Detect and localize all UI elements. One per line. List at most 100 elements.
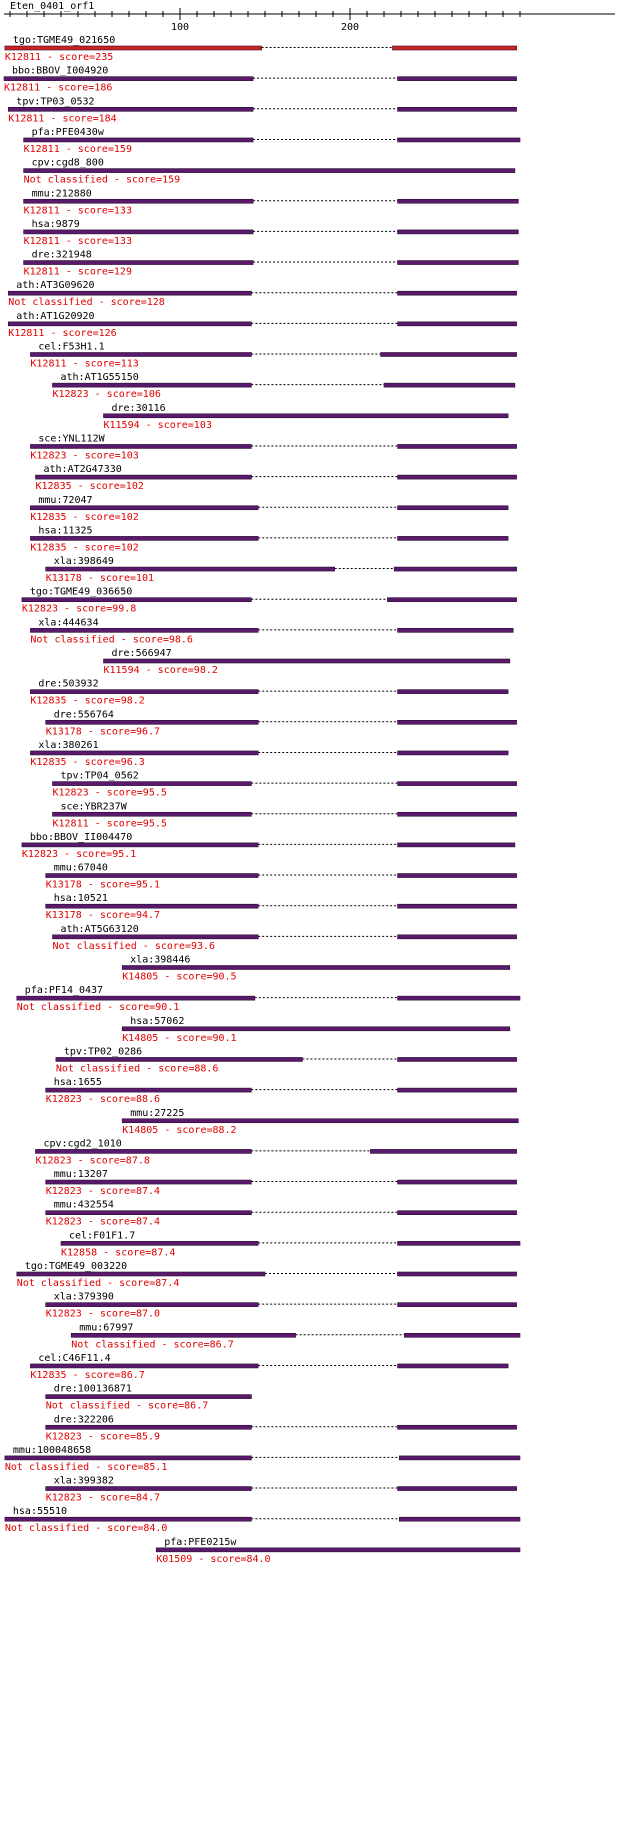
alignment-segment[interactable] [397, 873, 517, 878]
alignment-segment[interactable] [404, 1333, 521, 1338]
hit-row[interactable]: pfa:PFE0215w K01509 - score=84.0 [155, 1537, 521, 1565]
alignment-segment[interactable] [387, 597, 517, 603]
alignment-segment[interactable] [70, 1333, 296, 1338]
hit-row[interactable]: ath:AT5G63120 Not classified - score=93.6 [52, 924, 517, 952]
hit-row[interactable]: tpv:TP04_0562 K12823 - score=95.5 [52, 771, 517, 799]
hit-name[interactable]: hsa:9879 [32, 219, 80, 230]
hit-name[interactable]: cel:F53H1.1 [38, 342, 104, 353]
hit-row[interactable]: xla:398446 K14805 - score=90.5 [121, 955, 511, 983]
hit-row[interactable]: mmu:212880 K12811 - score=133 [23, 188, 519, 216]
hit-row[interactable]: xla:398649 K13178 - score=101 [45, 556, 517, 584]
hit-name[interactable]: tgo:TGME49_036650 [30, 587, 132, 598]
hit-name[interactable]: ath:AT2G47330 [44, 464, 122, 475]
hit-name[interactable]: bbo:BBOV_I004920 [12, 66, 108, 77]
alignment-segment[interactable] [397, 474, 517, 480]
hit-name[interactable]: mmu:432554 [54, 1200, 114, 1211]
hit-name[interactable]: ath:AT3G09620 [16, 280, 94, 291]
alignment-segment[interactable] [121, 1026, 511, 1032]
hit-name[interactable]: hsa:10521 [54, 893, 108, 904]
alignment-segment[interactable] [3, 76, 254, 81]
hit-row[interactable]: mmu:27225 K14805 - score=88.2 [121, 1108, 519, 1136]
hit-row[interactable]: xla:444634 Not classified - score=98.6 [30, 617, 514, 645]
alignment-segment[interactable] [45, 1486, 252, 1491]
alignment-segment[interactable] [45, 1394, 252, 1399]
hit-row[interactable]: cpv:cgd2_1010 K12823 - score=87.8 [35, 1138, 517, 1166]
alignment-segment[interactable] [52, 811, 252, 817]
hit-row[interactable]: xla:379390 K12823 - score=87.0 [45, 1292, 517, 1320]
hit-row[interactable]: cel:F53H1.1 K12811 - score=113 [30, 342, 517, 370]
hit-name[interactable]: dre:321948 [32, 250, 92, 261]
alignment-segment[interactable] [45, 1302, 259, 1307]
hit-name[interactable]: dre:322206 [54, 1414, 114, 1425]
hit-name[interactable]: tgo:TGME49_021650 [13, 35, 115, 46]
alignment-segment[interactable] [397, 321, 517, 327]
hit-name[interactable]: dre:100136871 [54, 1384, 132, 1395]
alignment-segment[interactable] [393, 566, 517, 572]
hit-row[interactable]: tgo:TGME49_003220 Not classified - score=… [16, 1261, 517, 1289]
hit-name[interactable]: xla:398649 [54, 556, 114, 567]
alignment-segment[interactable] [23, 198, 254, 204]
alignment-segment[interactable] [397, 444, 517, 449]
alignment-segment[interactable] [397, 198, 519, 204]
alignment-segment[interactable] [35, 1149, 252, 1154]
alignment-segment[interactable] [52, 781, 252, 786]
hit-row[interactable]: tgo:TGME49_021650 K12811 - score=235 [4, 35, 517, 63]
hit-name[interactable]: mmu:13207 [54, 1169, 108, 1180]
hit-row[interactable]: mmu:13207 K12823 - score=87.4 [45, 1169, 517, 1197]
hit-row[interactable]: xla:399382 K12823 - score=84.7 [45, 1476, 517, 1504]
hit-name[interactable]: mmu:67997 [79, 1322, 133, 1333]
hit-name[interactable]: cpv:cgd2_1010 [44, 1138, 122, 1149]
alignment-segment[interactable] [397, 1486, 517, 1491]
hit-row[interactable]: tpv:TP03_0532 K12811 - score=184 [8, 96, 517, 124]
hit-name[interactable]: cel:F01F1.7 [69, 1230, 135, 1241]
alignment-segment[interactable] [8, 107, 254, 112]
hit-row[interactable]: tpv:TP02_0286 Not classified - score=88.6 [55, 1046, 517, 1074]
alignment-segment[interactable] [45, 1424, 252, 1430]
hit-row[interactable]: dre:556764 K13178 - score=96.7 [45, 709, 517, 737]
hit-name[interactable]: pfa:PFE0430w [32, 127, 105, 138]
hit-row[interactable]: hsa:1655 K12823 - score=88.6 [45, 1077, 517, 1105]
alignment-segment[interactable] [397, 137, 521, 143]
alignment-segment[interactable] [397, 1057, 517, 1062]
alignment-segment[interactable] [4, 45, 262, 51]
hit-row[interactable]: mmu:100048658 Not classified - score=85.1 [4, 1445, 521, 1473]
alignment-segment[interactable] [397, 934, 517, 940]
alignment-segment[interactable] [392, 45, 517, 51]
alignment-segment[interactable] [30, 750, 259, 756]
hit-row[interactable]: ath:AT1G55150 K12823 - score=106 [52, 372, 516, 400]
hit-name[interactable]: ath:AT1G55150 [61, 372, 139, 383]
hit-name[interactable]: mmu:212880 [32, 188, 92, 199]
hit-row[interactable]: hsa:9879 K12811 - score=133 [23, 219, 519, 247]
alignment-segment[interactable] [397, 107, 517, 112]
hit-name[interactable]: tgo:TGME49_003220 [25, 1261, 127, 1272]
alignment-segment[interactable] [30, 352, 252, 357]
hit-name[interactable]: mmu:27225 [130, 1108, 184, 1119]
alignment-segment[interactable] [8, 321, 252, 327]
alignment-segment[interactable] [30, 689, 259, 694]
alignment-segment[interactable] [45, 719, 259, 725]
alignment-segment[interactable] [4, 1516, 252, 1522]
hit-row[interactable]: mmu:67997 Not classified - score=86.7 [70, 1322, 521, 1350]
alignment-segment[interactable] [398, 1455, 521, 1461]
alignment-segment[interactable] [397, 260, 519, 265]
alignment-segment[interactable] [397, 903, 517, 909]
hit-row[interactable]: dre:321948 K12811 - score=129 [23, 250, 519, 278]
hit-name[interactable]: cpv:cgd8_800 [32, 158, 104, 169]
alignment-segment[interactable] [383, 382, 516, 388]
hit-row[interactable]: hsa:55510 Not classified - score=84.0 [4, 1506, 521, 1534]
hit-row[interactable]: sce:YBR237W K12811 - score=95.5 [52, 801, 517, 829]
alignment-segment[interactable] [55, 1057, 303, 1062]
alignment-segment[interactable] [121, 965, 511, 970]
alignment-segment[interactable] [45, 873, 259, 878]
hit-name[interactable]: dre:30116 [112, 403, 166, 414]
hit-name[interactable]: ath:AT5G63120 [61, 924, 139, 935]
hit-row[interactable]: mmu:72047 K12835 - score=102 [30, 495, 509, 523]
alignment-segment[interactable] [397, 1210, 517, 1215]
hit-name[interactable]: sce:YNL112W [38, 433, 105, 444]
hit-name[interactable]: dre:566947 [112, 648, 172, 659]
alignment-segment[interactable] [45, 1087, 252, 1093]
alignment-segment[interactable] [398, 1516, 521, 1522]
hit-row[interactable]: dre:100136871 Not classified - score=86.7 [45, 1384, 252, 1412]
alignment-segment[interactable] [35, 474, 252, 480]
alignment-segment[interactable] [397, 290, 517, 296]
